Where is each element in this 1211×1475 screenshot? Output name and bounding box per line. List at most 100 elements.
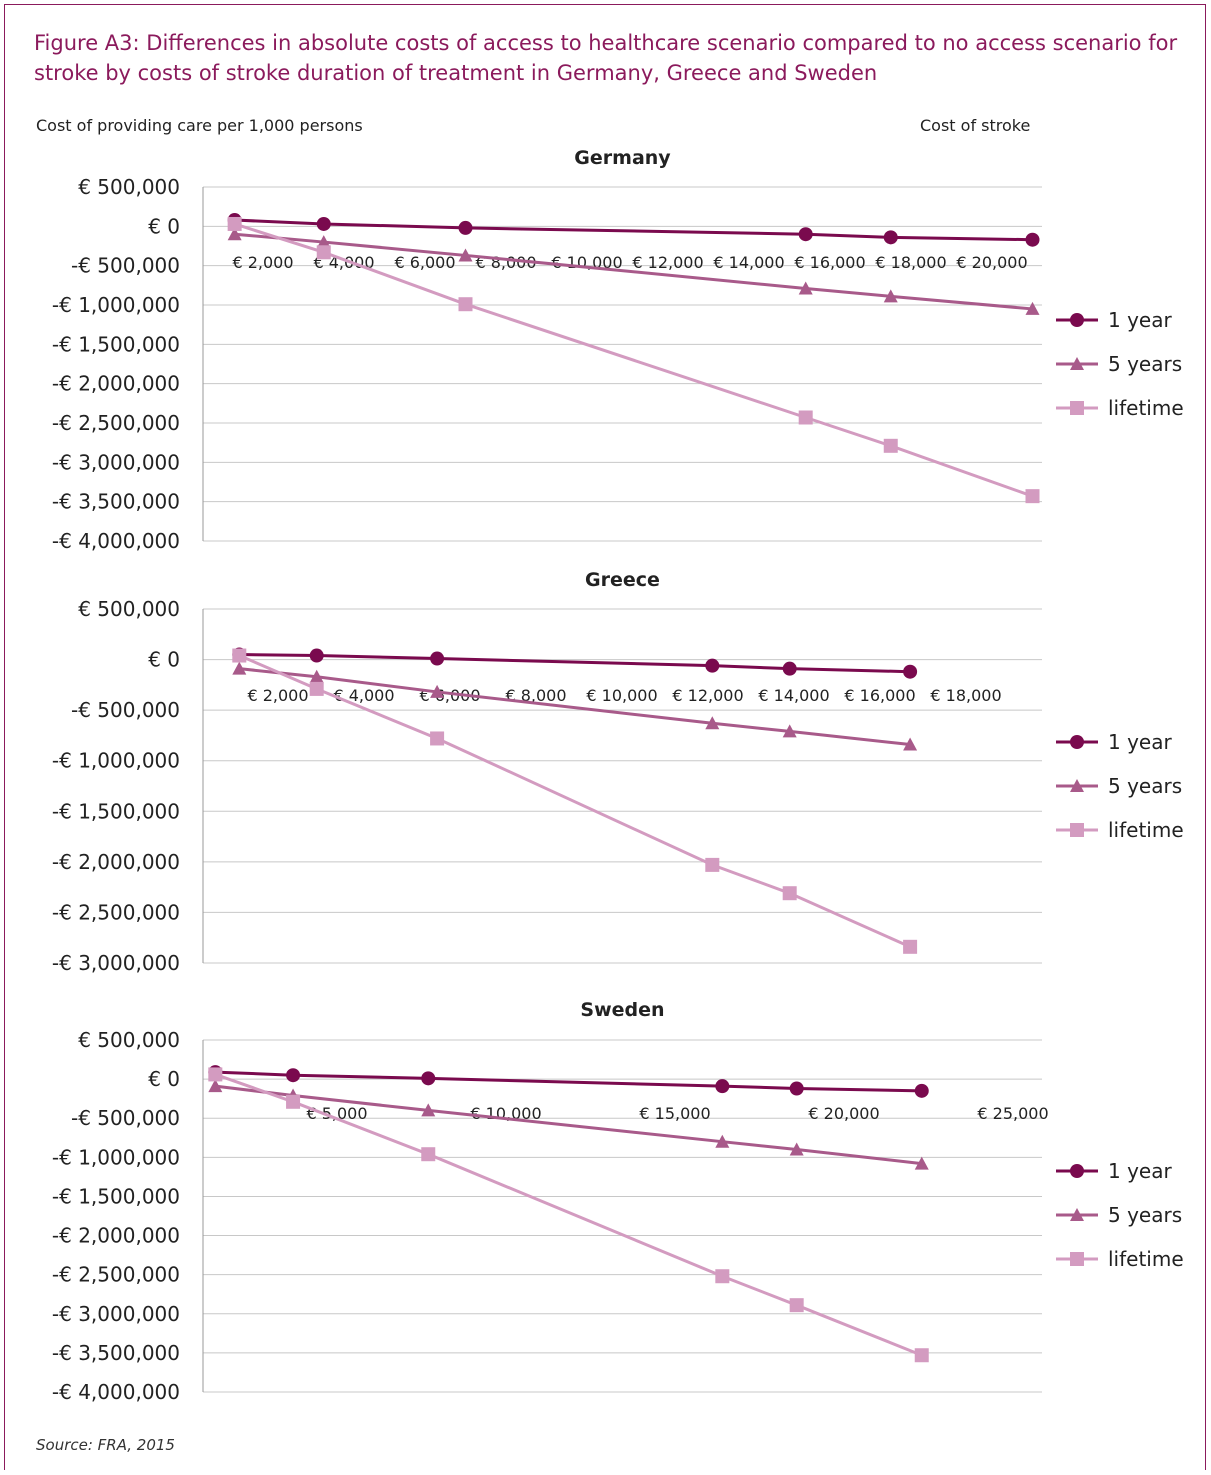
y-tick-label: -€ 1,500,000 bbox=[52, 332, 180, 356]
data-point bbox=[914, 1083, 929, 1098]
y-tick-label: -€ 3,000,000 bbox=[52, 450, 180, 474]
series-line-1-year bbox=[239, 653, 911, 674]
legend-label: lifetime bbox=[1108, 1247, 1184, 1271]
chart-panel-sweden: Sweden € 500,000 € 0 -€ 500,000 -€ 1,000,000… bbox=[52, 999, 1184, 1404]
legend-marker bbox=[1070, 779, 1084, 792]
chart-title: Greece bbox=[585, 569, 660, 591]
data-point bbox=[316, 235, 331, 249]
chart-panel-greece: Greece € 500,000 € 0 -€ 500,000 -€ 1,000,000… bbox=[52, 569, 1184, 975]
y-tick-label: -€ 1,000,000 bbox=[52, 1145, 180, 1169]
x-tick-label: € 5,000 bbox=[306, 1104, 367, 1123]
y-tick-label: € 0 bbox=[148, 1067, 180, 1091]
x-tick-label: € 10,000 bbox=[551, 253, 622, 272]
x-tick-label: € 2,000 bbox=[232, 253, 293, 272]
data-point bbox=[789, 1081, 804, 1096]
data-point bbox=[1025, 301, 1040, 315]
series-line-5-years bbox=[234, 232, 1033, 311]
data-point bbox=[789, 1298, 804, 1313]
data-point bbox=[430, 684, 445, 698]
y-tick-label: -€ 1,500,000 bbox=[52, 799, 180, 823]
series-line-1-year bbox=[215, 1070, 922, 1093]
x-tick-label: € 4,000 bbox=[333, 686, 394, 705]
data-point bbox=[309, 669, 324, 683]
data-point bbox=[903, 664, 918, 679]
y-tick-label: -€ 2,500,000 bbox=[52, 1263, 180, 1287]
y-tick-label: -€ 2,500,000 bbox=[52, 411, 180, 435]
data-point bbox=[232, 661, 247, 675]
data-point bbox=[316, 245, 331, 260]
data-point bbox=[286, 1094, 301, 1109]
chart-panel-germany: Germany € 500,000 € 0 -€ 500,000 -€ 1,000,00… bbox=[52, 147, 1184, 553]
legend-marker bbox=[1070, 313, 1084, 327]
y-tick-label: -€ 2,000,000 bbox=[52, 1224, 180, 1248]
x-tick-label: € 14,000 bbox=[758, 686, 829, 705]
data-point bbox=[1025, 232, 1040, 247]
y-tick-label: -€ 1,000,000 bbox=[52, 293, 180, 317]
legend-marker bbox=[1070, 823, 1084, 837]
x-tick-label: € 15,000 bbox=[639, 1104, 710, 1123]
y-tick-label: -€ 3,500,000 bbox=[52, 1341, 180, 1365]
y-tick-label: -€ 1,500,000 bbox=[52, 1184, 180, 1208]
y-tick-label: -€ 2,000,000 bbox=[52, 850, 180, 874]
data-point bbox=[715, 1079, 730, 1094]
x-tick-label: € 18,000 bbox=[930, 686, 1001, 705]
data-point bbox=[309, 681, 324, 696]
y-tick-label: € 0 bbox=[148, 214, 180, 238]
legend-marker bbox=[1070, 1252, 1084, 1266]
data-point bbox=[782, 886, 797, 901]
y-tick-label: € 500,000 bbox=[78, 1028, 180, 1052]
data-point bbox=[430, 731, 445, 746]
y-tick-label: -€ 500,000 bbox=[71, 1106, 180, 1130]
data-point bbox=[421, 1103, 436, 1117]
figure-title: Figure A3: Differences in absolute costs… bbox=[34, 31, 1178, 85]
legend-marker bbox=[1070, 735, 1084, 749]
y-axis-note: Cost of providing care per 1,000 persons bbox=[36, 116, 363, 135]
data-point bbox=[1025, 489, 1040, 504]
x-tick-label: € 20,000 bbox=[956, 253, 1027, 272]
legend-label: lifetime bbox=[1108, 818, 1184, 842]
chart-title: Sweden bbox=[580, 999, 664, 1021]
data-point bbox=[458, 248, 473, 262]
series-line-5-years bbox=[239, 667, 911, 747]
data-point bbox=[227, 227, 242, 241]
y-tick-label: € 500,000 bbox=[78, 597, 180, 621]
figure-frame bbox=[4, 4, 1206, 1470]
data-point bbox=[705, 716, 720, 730]
x-tick-label: € 6,000 bbox=[394, 253, 455, 272]
series-line-5-years bbox=[215, 1084, 922, 1166]
data-point bbox=[208, 1079, 223, 1093]
data-point bbox=[309, 648, 324, 663]
x-tick-label: € 14,000 bbox=[713, 253, 784, 272]
data-point bbox=[286, 1068, 301, 1083]
data-point bbox=[782, 724, 797, 738]
data-point bbox=[798, 410, 813, 425]
x-tick-label: € 12,000 bbox=[632, 253, 703, 272]
legend-label: 1 year bbox=[1108, 1159, 1172, 1183]
data-point bbox=[458, 297, 473, 312]
data-point bbox=[458, 220, 473, 235]
x-tick-label: € 16,000 bbox=[794, 253, 865, 272]
series-line-lifetime bbox=[214, 1073, 923, 1357]
y-tick-label: -€ 3,000,000 bbox=[52, 1302, 180, 1326]
x-axis-note: Cost of stroke bbox=[920, 116, 1031, 135]
data-point bbox=[914, 1156, 929, 1170]
data-point bbox=[789, 1142, 804, 1156]
y-tick-label: -€ 1,000,000 bbox=[52, 749, 180, 773]
data-point bbox=[798, 227, 813, 242]
legend-marker bbox=[1070, 1164, 1084, 1178]
data-point bbox=[883, 438, 898, 453]
legend-label: 1 year bbox=[1108, 730, 1172, 754]
data-point bbox=[903, 737, 918, 751]
legend-label: lifetime bbox=[1108, 396, 1184, 420]
data-point bbox=[903, 939, 918, 954]
data-point bbox=[705, 857, 720, 872]
x-tick-label: € 12,000 bbox=[672, 686, 743, 705]
x-tick-label: € 10,000 bbox=[586, 686, 657, 705]
y-tick-label: -€ 500,000 bbox=[71, 698, 180, 722]
y-tick-label: -€ 3,000,000 bbox=[52, 951, 180, 975]
legend-label: 5 years bbox=[1108, 774, 1182, 798]
data-point bbox=[232, 648, 247, 663]
data-point bbox=[421, 1147, 436, 1162]
data-point bbox=[208, 1067, 223, 1082]
